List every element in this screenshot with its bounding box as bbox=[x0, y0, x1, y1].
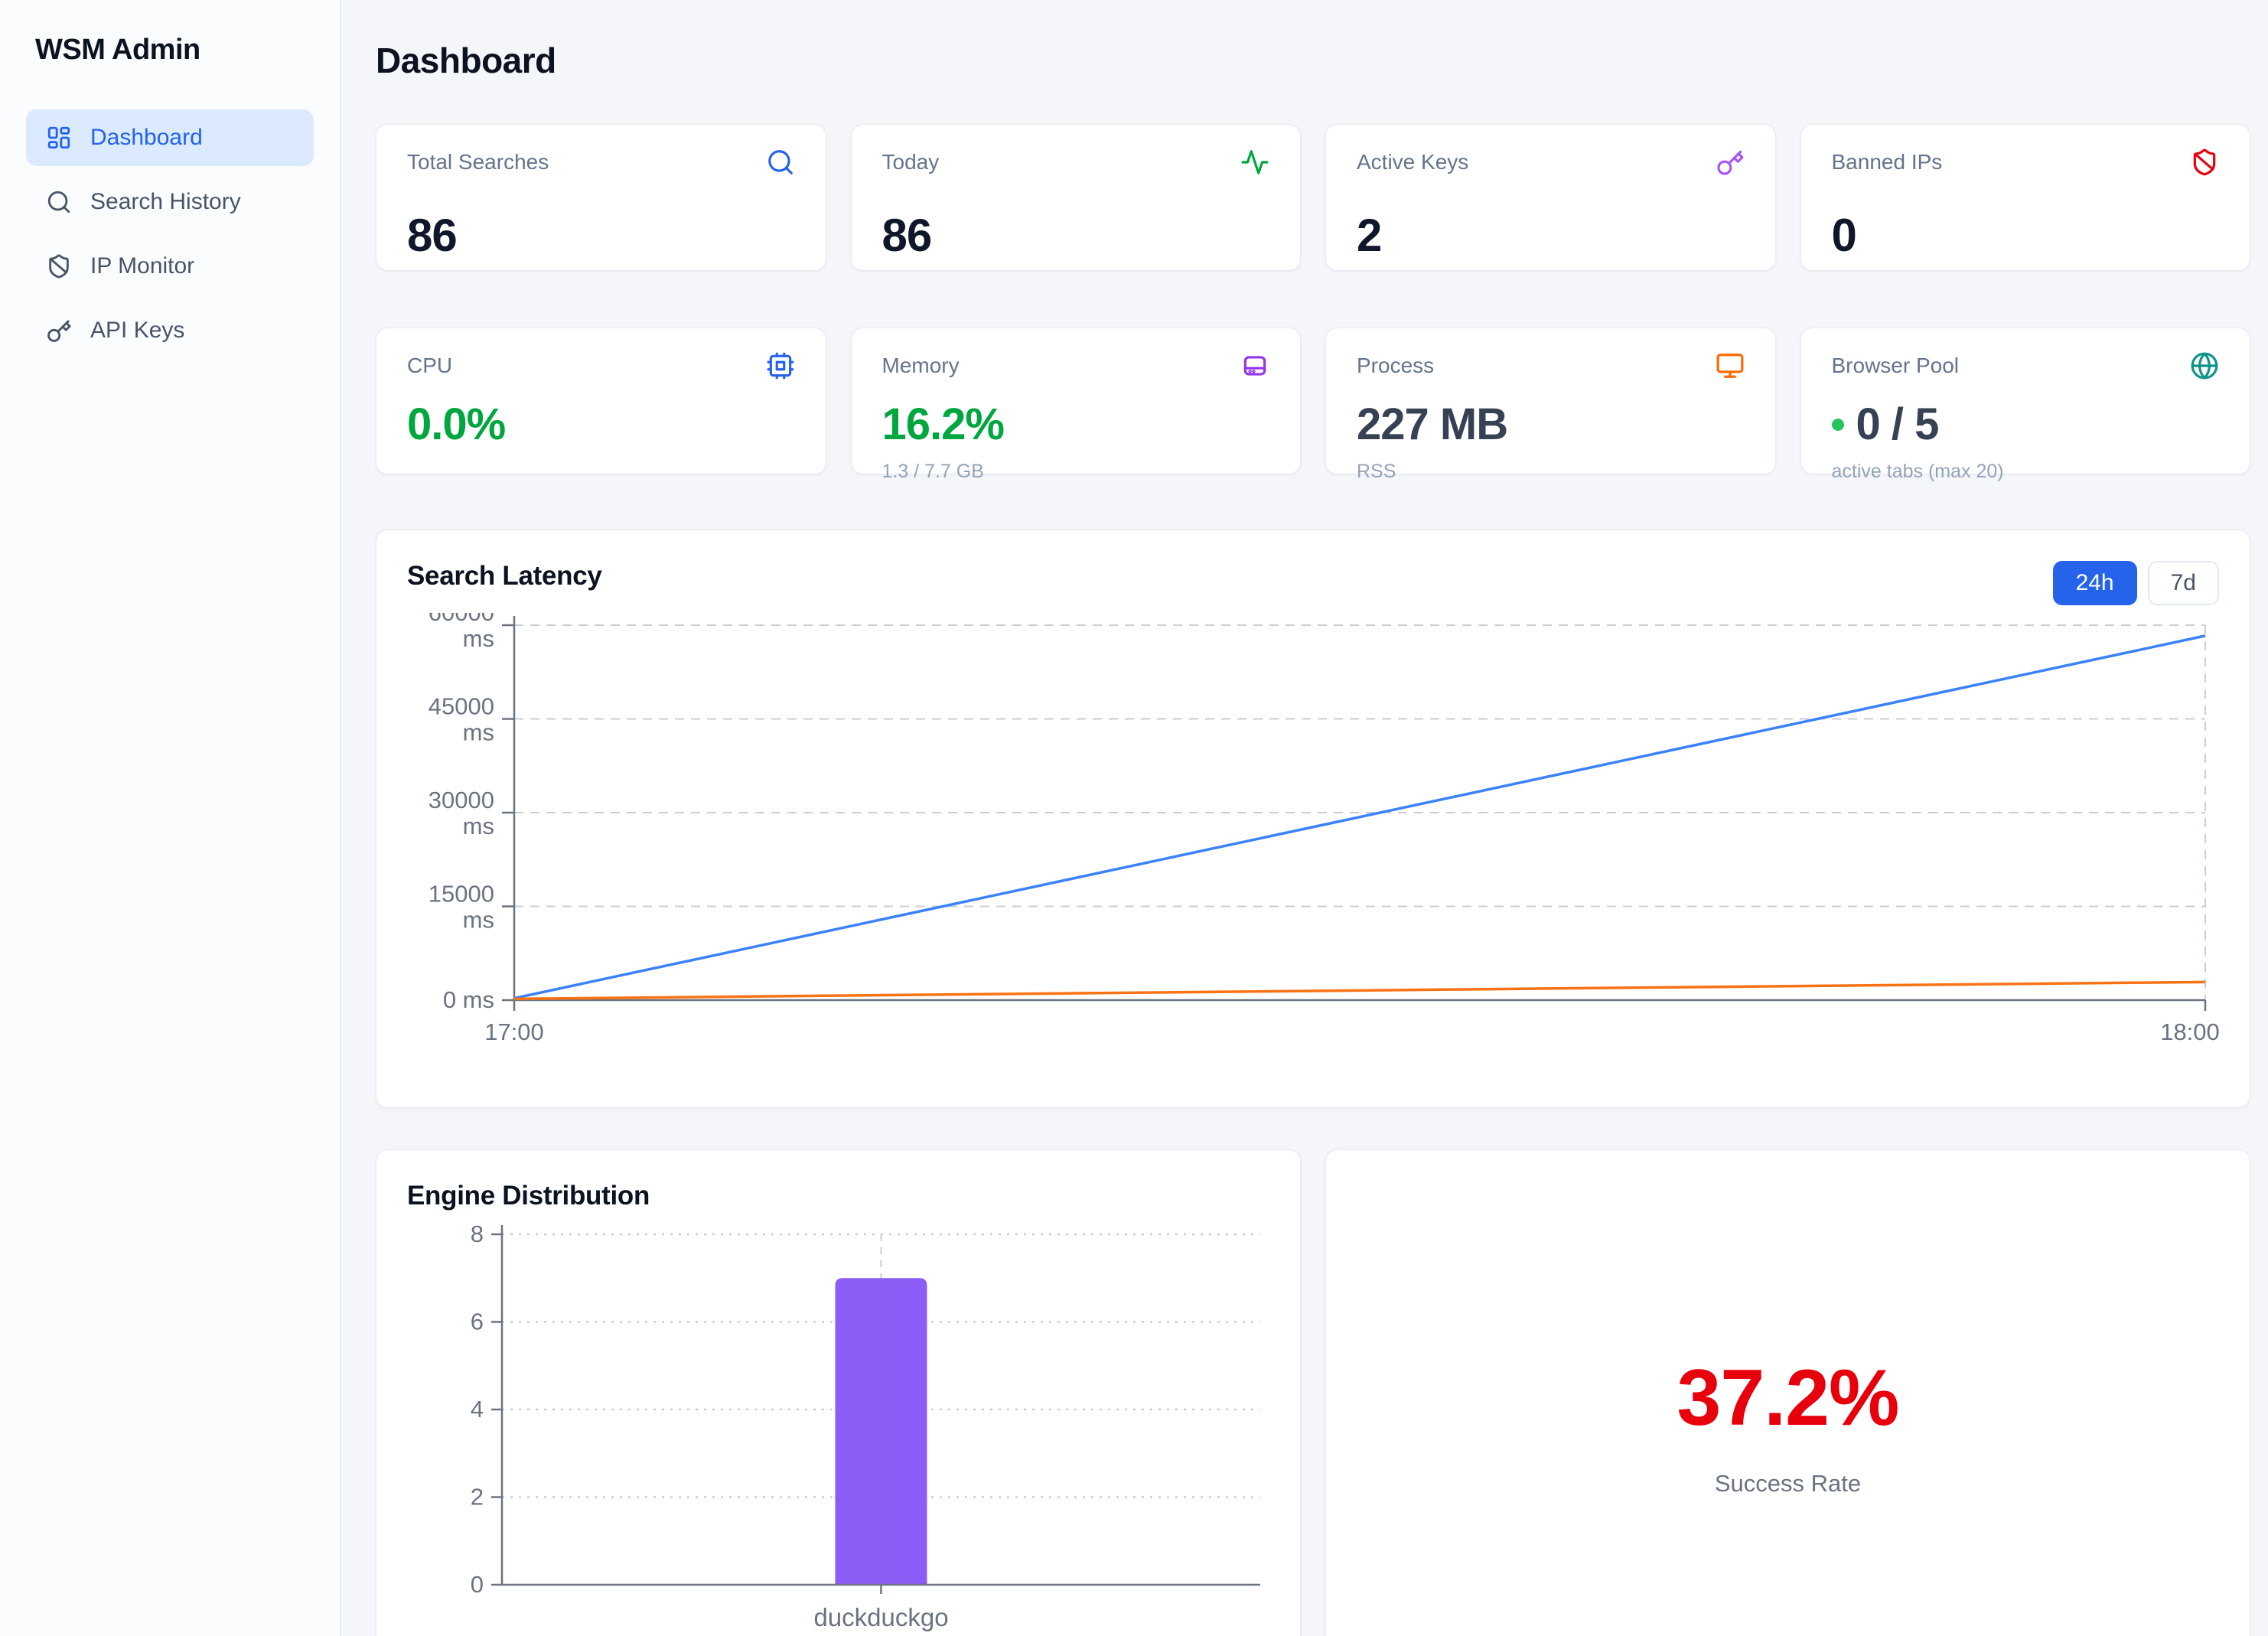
svg-text:4: 4 bbox=[471, 1396, 484, 1423]
sidebar-item-search-history[interactable]: Search History bbox=[26, 174, 314, 230]
success-rate-card: 37.2% Success Rate bbox=[1325, 1149, 2250, 1636]
stat-label: Browser Pool bbox=[1831, 354, 1960, 377]
svg-text:18:00: 18:00 bbox=[2160, 1018, 2219, 1045]
latency-range-toggle: 24h 7d bbox=[2052, 561, 2219, 605]
activity-icon bbox=[1240, 148, 1269, 177]
key-icon bbox=[46, 318, 72, 344]
svg-text:8: 8 bbox=[471, 1220, 484, 1247]
range-7d-button[interactable]: 7d bbox=[2147, 561, 2219, 605]
stat-card-memory: Memory 16.2% 1.3 / 7.7 GB bbox=[850, 328, 1301, 482]
stat-card-active-keys: Active Keys 2 bbox=[1325, 124, 1776, 271]
bottom-grid: Engine Distribution 0 2 4 6 8 duckduckgo 37.2… bbox=[376, 1149, 2250, 1636]
page-title: Dashboard bbox=[376, 41, 556, 80]
globe-icon bbox=[2190, 351, 2219, 380]
monitor-icon bbox=[1716, 351, 1745, 380]
pool-status-dot bbox=[1831, 418, 1844, 431]
stat-card-cpu: CPU 0.0% bbox=[376, 328, 826, 474]
engine-distribution-card: Engine Distribution 0 2 4 6 8 duckduckgo bbox=[376, 1149, 1301, 1636]
app-title: WSM Admin bbox=[35, 34, 200, 66]
latency-chart-title: Search Latency bbox=[407, 561, 602, 591]
engine-chart-title: Engine Distribution bbox=[407, 1181, 650, 1211]
stat-card-today: Today 86 bbox=[850, 124, 1301, 271]
key-icon bbox=[1716, 148, 1745, 177]
sidebar-item-label: IP Monitor bbox=[90, 253, 195, 279]
stat-sublabel: active tabs (max 20) bbox=[1831, 461, 2004, 482]
sidebar-item-label: API Keys bbox=[90, 318, 185, 343]
main-content: Dashboard Total Searches 86 Today 86 bbox=[341, 0, 2268, 1636]
stat-label: Process bbox=[1357, 354, 1435, 377]
success-rate-label: Success Rate bbox=[1714, 1469, 1862, 1497]
shield-ban-icon bbox=[2190, 148, 2219, 177]
stat-label: Total Searches bbox=[407, 150, 549, 174]
stat-value: 0 / 5 bbox=[1856, 399, 1940, 449]
svg-text:2: 2 bbox=[471, 1484, 484, 1511]
stat-label: Banned IPs bbox=[1831, 150, 1943, 174]
stat-value: 0.0% bbox=[407, 399, 506, 449]
svg-text:6: 6 bbox=[471, 1308, 484, 1335]
sidebar-item-api-keys[interactable]: API Keys bbox=[26, 302, 314, 359]
cpu-icon bbox=[766, 351, 795, 380]
search-icon bbox=[766, 148, 795, 177]
stat-value: 86 bbox=[881, 210, 933, 261]
stat-label: Memory bbox=[881, 354, 960, 377]
stat-value: 0 bbox=[1831, 210, 1857, 261]
search-icon bbox=[46, 189, 72, 215]
engine-bar-chart: 0 2 4 6 8 duckduckgo bbox=[407, 1219, 1269, 1636]
stat-label: CPU bbox=[407, 354, 453, 377]
stat-value: 86 bbox=[407, 210, 458, 261]
stat-sublabel: 1.3 / 7.7 GB bbox=[881, 461, 984, 482]
svg-text:0 ms: 0 ms bbox=[443, 986, 494, 1013]
svg-text:0: 0 bbox=[471, 1571, 484, 1598]
sidebar-item-ip-monitor[interactable]: IP Monitor bbox=[26, 238, 314, 295]
stat-card-banned-ips: Banned IPs 0 bbox=[1800, 124, 2250, 271]
stat-card-total-searches: Total Searches 86 bbox=[376, 124, 826, 271]
stats-grid: Total Searches 86 Today 86 Active Keys bbox=[376, 124, 2250, 482]
sidebar-item-dashboard[interactable]: Dashboard bbox=[26, 109, 314, 166]
hard-drive-icon bbox=[1240, 351, 1269, 380]
sidebar: WSM Admin Dashboard Search History IP Mo… bbox=[0, 0, 341, 1636]
stat-value: 227 MB bbox=[1357, 399, 1508, 449]
range-24h-button[interactable]: 24h bbox=[2052, 561, 2137, 605]
stat-label: Active Keys bbox=[1357, 150, 1469, 174]
sidebar-item-label: Dashboard bbox=[90, 125, 203, 150]
stat-card-process: Process 227 MB RSS bbox=[1325, 328, 1776, 482]
shield-ban-icon bbox=[46, 253, 72, 279]
stat-value: 16.2% bbox=[881, 399, 1005, 449]
svg-text:17:00: 17:00 bbox=[484, 1018, 544, 1045]
stat-label: Today bbox=[881, 150, 940, 174]
svg-text:60000ms: 60000ms bbox=[429, 613, 494, 652]
svg-text:duckduckgo: duckduckgo bbox=[813, 1603, 948, 1631]
dashboard-icon bbox=[46, 125, 72, 151]
stat-card-browser-pool: Browser Pool 0 / 5 active tabs (max 20) bbox=[1800, 328, 2250, 482]
stat-sublabel: RSS bbox=[1357, 461, 1396, 482]
sidebar-nav: Dashboard Search History IP Monitor API … bbox=[26, 109, 314, 359]
success-rate-value: 37.2% bbox=[1677, 1353, 1900, 1442]
sidebar-item-label: Search History bbox=[90, 189, 241, 214]
stat-value: 2 bbox=[1357, 210, 1382, 261]
stat-value-row: 0 / 5 bbox=[1831, 399, 2220, 450]
search-latency-card: Search Latency 24h 7d 0 ms 15000 ms 30000 ms… bbox=[376, 530, 2250, 1108]
